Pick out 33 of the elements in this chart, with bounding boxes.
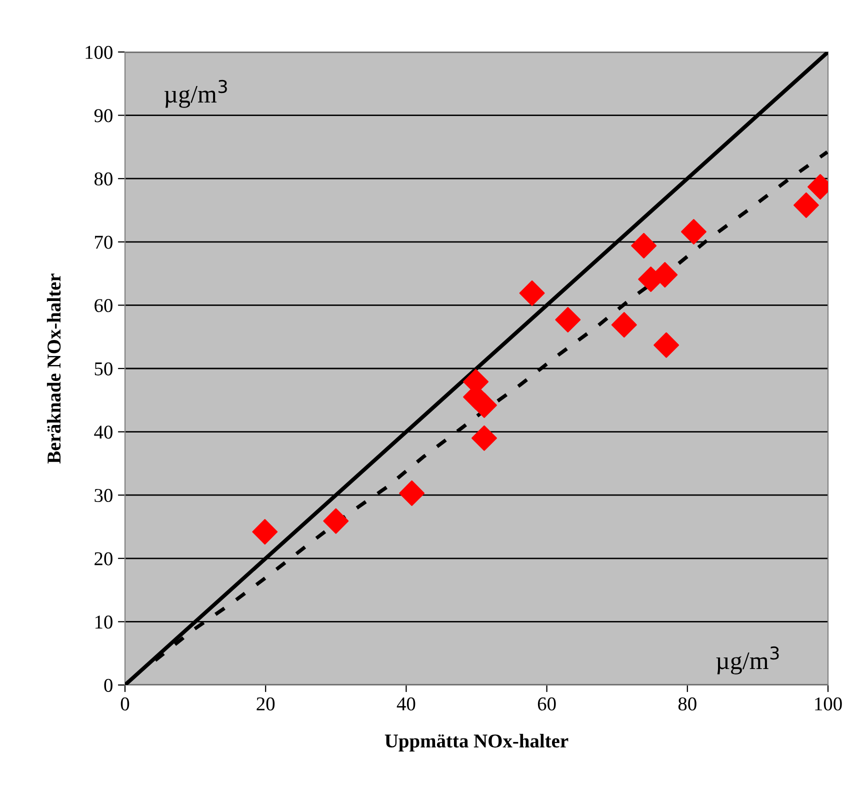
y-tick-label: 50 [94, 362, 112, 376]
point [681, 219, 706, 244]
annotation: µg/m$^{3}$ [164, 80, 227, 108]
y-tick-label: 90 [94, 109, 112, 122]
point [519, 280, 545, 306]
point [252, 519, 278, 545]
x-tick-label: 20 [256, 697, 275, 710]
point [472, 425, 497, 451]
y-tick-label: 0 [104, 678, 112, 692]
point [631, 232, 657, 258]
x-tick-label: 0 [120, 697, 130, 710]
y-tick-label: 60 [94, 299, 112, 312]
y-tick-label: 70 [95, 236, 112, 249]
point [399, 480, 425, 506]
point [555, 307, 581, 332]
y-tick-label: 30 [94, 488, 112, 502]
y-tick-label: 100 [86, 46, 112, 59]
point [611, 312, 637, 338]
y-axis-title: Beräknade NOx-halter [46, 274, 61, 464]
point [472, 392, 497, 418]
annotation: µg/m$^{3}$ [716, 646, 779, 674]
x-axis-title: Uppmätta NOx-halter [384, 734, 568, 752]
x-tick-label: 80 [678, 697, 696, 710]
point [793, 192, 819, 218]
x-tick-label: 60 [538, 697, 556, 710]
y-tick-label: 20 [94, 552, 112, 566]
point [654, 332, 680, 358]
x-tick-label: 40 [396, 697, 416, 710]
y-tick-label: 80 [94, 172, 112, 186]
y-tick-label: 10 [95, 616, 112, 629]
point [323, 508, 349, 534]
y-tick-label: 40 [94, 426, 112, 439]
x-tick-label: 100 [815, 697, 842, 710]
